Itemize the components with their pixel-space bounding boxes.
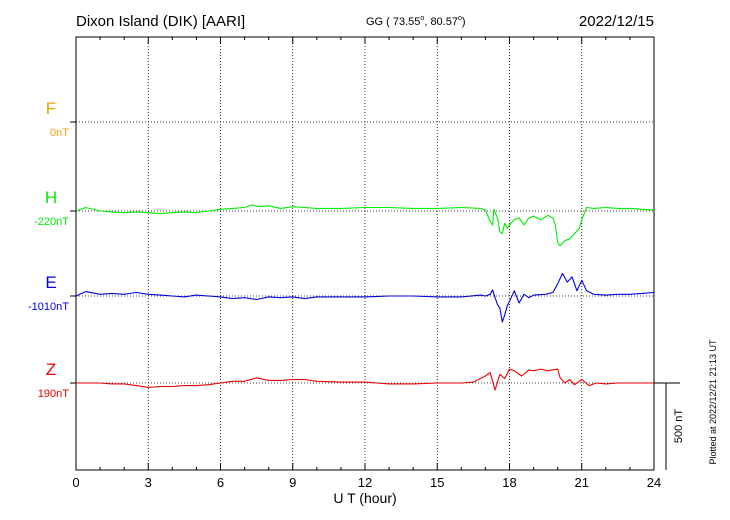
x-tick-label: 6	[217, 475, 224, 490]
coords-end: )	[462, 16, 466, 28]
component-name-z: Z	[46, 360, 56, 379]
x-tick-label: 24	[647, 475, 661, 490]
x-tick-label: 21	[575, 475, 589, 490]
component-name-e: E	[45, 273, 56, 292]
station-title: Dixon Island (DIK) [AARI]	[76, 13, 245, 30]
scale-bar-label: 500 nT	[673, 409, 685, 444]
plot-date: 2022/12/15	[579, 13, 654, 30]
coords-lat-degree: o	[420, 15, 424, 22]
x-axis-label: U T (hour)	[333, 490, 396, 506]
component-labels: F 0nT H -220nT E -1010nT Z 190nT	[28, 99, 69, 400]
baseline-label-e: -1010nT	[28, 301, 69, 313]
plotted-timestamp: Plotted at 2022/12/21 21:13 UT	[708, 339, 718, 465]
series-layer	[75, 204, 655, 391]
series-line-e	[75, 272, 655, 323]
component-name-f: F	[46, 99, 56, 118]
x-tick-label: 3	[145, 475, 152, 490]
x-tick-label: 9	[289, 475, 296, 490]
baseline-label-h: -220nT	[34, 216, 69, 228]
series-line-z	[76, 368, 654, 391]
coords-lon-degree: o	[458, 15, 462, 22]
coords-lat: GG ( 73.55	[366, 16, 420, 28]
x-tick-label: 15	[430, 475, 444, 490]
x-axis: 0 3 6 9 12 15 18 21 24	[70, 37, 661, 490]
baseline-label-z: 190nT	[38, 388, 69, 400]
series-line-h	[75, 204, 655, 247]
x-tick-label: 18	[502, 475, 516, 490]
geographic-coordinates: GG ( 73.55o, 80.57o)	[366, 15, 466, 28]
baseline-label-f: 0nT	[50, 127, 69, 139]
coords-separator: , 80.57	[424, 16, 458, 28]
scale-bar: 500 nT	[654, 382, 685, 470]
x-tick-label: 0	[72, 475, 79, 490]
grid-lines	[76, 37, 654, 470]
x-tick-label: 12	[358, 475, 372, 490]
component-name-h: H	[45, 188, 57, 207]
